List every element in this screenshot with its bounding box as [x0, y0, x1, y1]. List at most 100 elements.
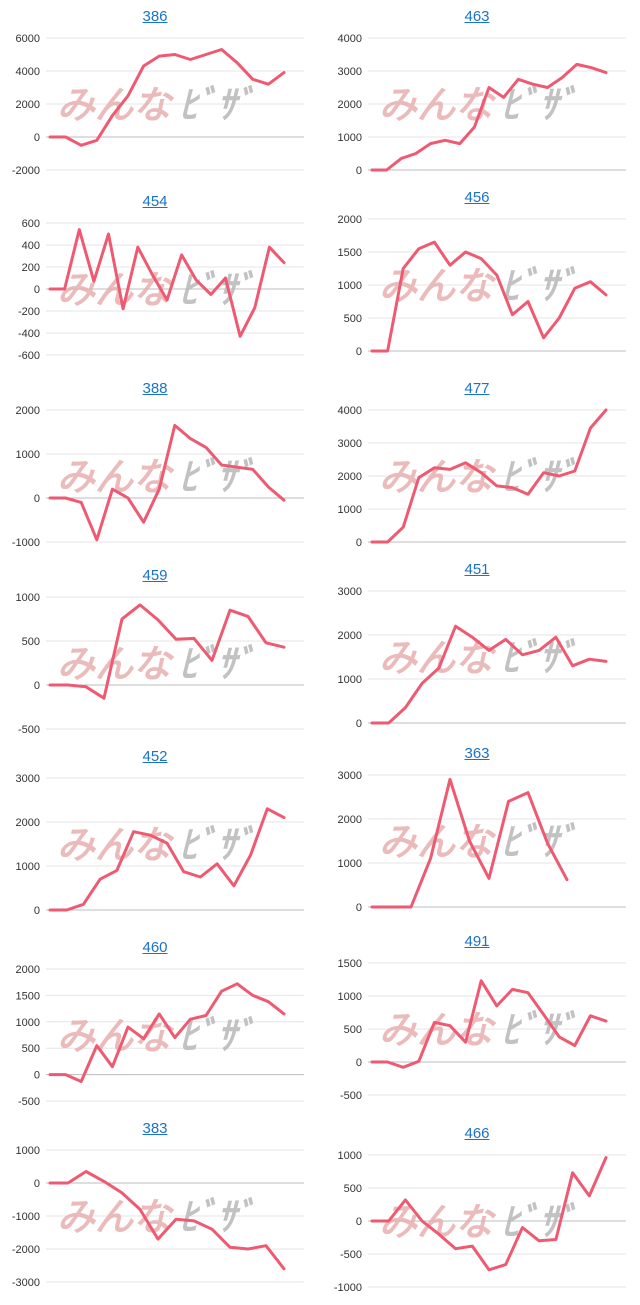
chart-386: 386 -2000 0 2000 4000 6000 みんな ﾋﾞｻﾞ — [0, 8, 310, 188]
watermark-text: ﾋﾞｻﾞ — [501, 265, 577, 308]
y-tick-label: 1000 — [338, 280, 362, 292]
chart-title-link[interactable]: 454 — [142, 193, 168, 210]
series-line — [48, 423, 286, 542]
chart-title-link[interactable]: 451 — [464, 561, 490, 578]
chart-plot-svg: -500 0 500 1000 1500 みんな ﾋﾞｻﾞ — [338, 958, 626, 1102]
y-tick-label: -500 — [340, 1090, 362, 1102]
chart-460: 460 -500 0 500 1000 1500 2000 みんな ﾋﾞｻﾞ — [0, 939, 310, 1119]
chart-plot-svg: -2000 0 2000 4000 6000 みんな ﾋﾞｻﾞ — [12, 33, 304, 177]
chart-title-link[interactable]: 363 — [464, 745, 490, 762]
y-tick-label: 4000 — [338, 33, 362, 45]
y-tick-label: 4000 — [16, 66, 40, 78]
y-tick-label: 2000 — [338, 814, 362, 826]
y-tick-label: 400 — [22, 240, 40, 252]
watermark-text: ﾋﾞｻﾞ — [501, 637, 577, 680]
y-tick-label: 500 — [22, 636, 40, 648]
y-tick-label: 0 — [356, 1216, 362, 1228]
y-tick-label: 1500 — [338, 247, 362, 259]
chart-title-link[interactable]: 452 — [142, 748, 168, 765]
watermark-text: みんな — [379, 1202, 497, 1244]
watermark-text: みんな — [379, 85, 497, 127]
chart-title-link[interactable]: 386 — [142, 8, 168, 25]
chart-456: 456 0 500 1000 1500 2000 みんな ﾋﾞｻﾞ — [322, 189, 632, 369]
watermark-text: みんな — [57, 825, 175, 867]
watermark-text: みんな — [379, 1010, 497, 1052]
y-tick-label: 3000 — [338, 770, 362, 782]
y-tick-label: -1000 — [12, 537, 40, 549]
y-tick-label: 1000 — [338, 674, 362, 686]
chart-463: 463 0 1000 2000 3000 4000 みんな ﾋﾞｻﾞ — [322, 8, 632, 188]
chart-477: 477 0 1000 2000 3000 4000 みんな ﾋﾞｻﾞ — [322, 380, 632, 560]
y-tick-label: 200 — [22, 262, 40, 274]
chart-plot-svg: -3000 -2000 -1000 0 1000 みんな ﾋﾞｻﾞ — [12, 1145, 304, 1289]
y-tick-label: 0 — [34, 132, 40, 144]
y-tick-label: -1000 — [12, 1211, 40, 1223]
series-line — [48, 807, 286, 912]
y-tick-label: 1000 — [338, 991, 362, 1003]
watermark-text: ﾋﾞｻﾞ — [501, 84, 577, 127]
series-line — [370, 408, 608, 544]
y-tick-label: -2000 — [12, 165, 40, 177]
chart-title-link[interactable]: 383 — [142, 1120, 168, 1137]
y-tick-label: 4000 — [338, 405, 362, 417]
chart-title-link[interactable]: 456 — [464, 189, 490, 206]
chart-383: 383 -3000 -2000 -1000 0 1000 みんな ﾋﾞｻﾞ — [0, 1120, 310, 1300]
y-tick-label: 0 — [34, 493, 40, 505]
watermark-text: みんな — [379, 638, 497, 680]
series-line — [370, 240, 608, 353]
y-tick-label: 0 — [356, 902, 362, 914]
y-tick-label: -500 — [340, 1249, 362, 1261]
y-tick-label: 0 — [34, 680, 40, 692]
watermark-text: ﾋﾞｻﾞ — [501, 821, 577, 864]
y-tick-label: 500 — [344, 1183, 362, 1195]
y-tick-label: 2000 — [338, 99, 362, 111]
chart-466: 466 -1000 -500 0 500 1000 みんな ﾋﾞｻﾞ — [322, 1125, 632, 1305]
y-tick-label: 2000 — [338, 630, 362, 642]
series-line — [48, 603, 286, 700]
y-tick-label: 0 — [356, 346, 362, 358]
watermark-text: ﾋﾞｻﾞ — [179, 824, 255, 867]
series-line — [370, 1156, 608, 1272]
chart-title-link[interactable]: 463 — [464, 8, 490, 25]
chart-491: 491 -500 0 500 1000 1500 みんな ﾋﾞｻﾞ — [322, 933, 632, 1113]
watermark-text: みんな — [57, 1197, 175, 1239]
y-tick-label: -500 — [18, 724, 40, 736]
chart-title-link[interactable]: 460 — [142, 939, 168, 956]
chart-title-link[interactable]: 477 — [464, 380, 490, 397]
y-tick-label: 600 — [22, 218, 40, 230]
y-tick-label: 1500 — [338, 958, 362, 970]
chart-388: 388 -1000 0 1000 2000 みんな ﾋﾞｻﾞ — [0, 380, 310, 560]
watermark-text: みんな — [57, 85, 175, 127]
y-tick-label: 6000 — [16, 33, 40, 45]
watermark-text: ﾋﾞｻﾞ — [501, 1201, 577, 1244]
y-tick-label: -2000 — [12, 1244, 40, 1256]
watermark-text: ﾋﾞｻﾞ — [501, 1009, 577, 1052]
y-tick-label: -400 — [18, 328, 40, 340]
chart-title-link[interactable]: 491 — [464, 933, 490, 950]
watermark-text: ﾋﾞｻﾞ — [179, 1196, 255, 1239]
chart-title-link[interactable]: 388 — [142, 380, 168, 397]
series-line — [48, 228, 286, 338]
watermark-text: ﾋﾞｻﾞ — [179, 84, 255, 127]
y-tick-label: -1000 — [334, 1282, 362, 1294]
y-tick-label: 1000 — [338, 132, 362, 144]
chart-plot-svg: -500 0 500 1000 1500 2000 みんな ﾋﾞｻﾞ — [16, 964, 304, 1108]
watermark-text: みんな — [379, 457, 497, 499]
y-tick-label: 3000 — [16, 773, 40, 785]
y-tick-label: 0 — [34, 1178, 40, 1190]
y-tick-label: 1000 — [16, 861, 40, 873]
watermark-text: ﾋﾞｻﾞ — [179, 1015, 255, 1058]
watermark-text: ﾋﾞｻﾞ — [179, 456, 255, 499]
chart-title-link[interactable]: 459 — [142, 567, 168, 584]
y-tick-label: 1000 — [338, 1150, 362, 1162]
chart-451: 451 0 1000 2000 3000 みんな ﾋﾞｻﾞ — [322, 561, 632, 741]
chart-title-link[interactable]: 466 — [464, 1125, 490, 1142]
chart-plot-svg: -1000 -500 0 500 1000 みんな ﾋﾞｻﾞ — [334, 1150, 626, 1294]
series-line — [48, 1170, 286, 1271]
